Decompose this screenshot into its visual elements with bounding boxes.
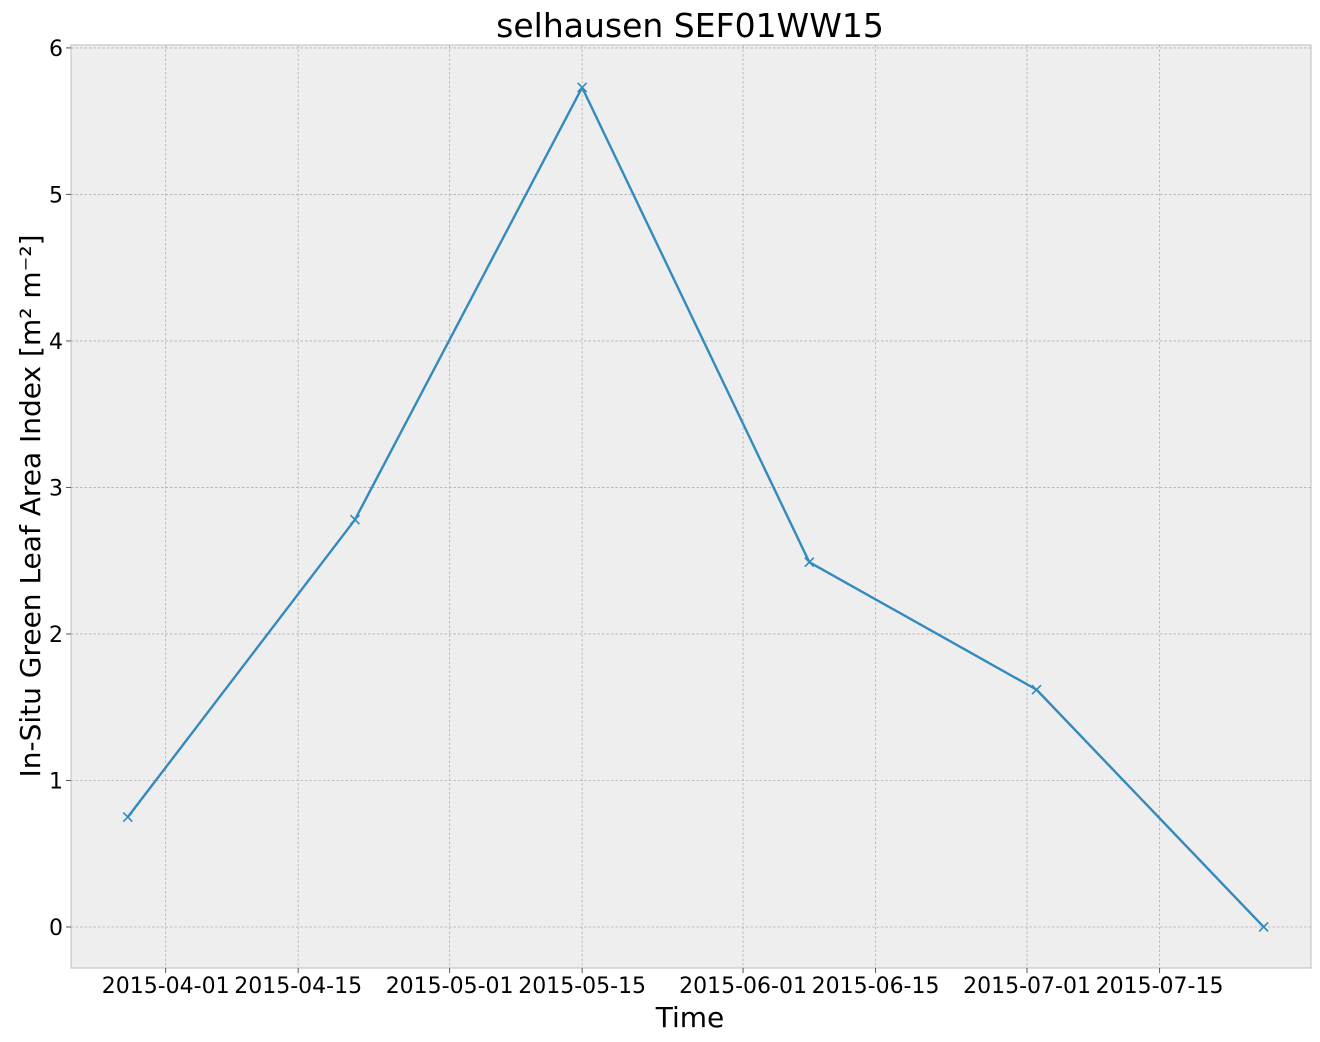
data-point-marker [1031, 684, 1042, 695]
plot-area [70, 44, 1312, 969]
y-tick-label: 1 [49, 769, 63, 794]
x-tick-label: 2015-06-15 [812, 974, 940, 999]
y-tick-label: 0 [49, 916, 63, 941]
x-tick-label: 2015-04-15 [234, 974, 362, 999]
x-tick-label: 2015-07-15 [1096, 974, 1224, 999]
data-point-marker [804, 557, 815, 568]
x-tick-label: 2015-04-01 [102, 974, 230, 999]
y-tick-label: 2 [49, 623, 63, 648]
y-axis-label: In-Situ Green Leaf Area Index [m² m⁻²] [14, 234, 47, 777]
x-tick-label: 2015-06-01 [679, 974, 807, 999]
y-tick-label: 5 [49, 183, 63, 208]
series-line [126, 86, 1265, 928]
y-tick-label: 3 [49, 476, 63, 501]
series-layer [122, 82, 1269, 933]
grid [71, 45, 1311, 968]
data-point-marker [349, 514, 361, 525]
chart-title: selhausen SEF01WW15 [496, 6, 884, 45]
data-point-marker [1258, 921, 1269, 933]
data-point-marker [577, 82, 588, 93]
x-tick-label: 2015-05-01 [386, 974, 514, 999]
y-tick-label: 6 [49, 37, 63, 62]
x-axis-label: Time [655, 1001, 725, 1034]
y-axis-ticks: 0 1 2 3 4 5 6 [49, 37, 71, 941]
y-tick-label: 4 [49, 330, 63, 355]
x-tick-label: 2015-05-15 [518, 974, 646, 999]
data-point-marker [122, 812, 133, 823]
x-axis-ticks: 2015-04-01 2015-04-15 2015-05-01 2015-05-15… [102, 968, 1224, 999]
x-tick-label: 2015-07-01 [963, 974, 1091, 999]
